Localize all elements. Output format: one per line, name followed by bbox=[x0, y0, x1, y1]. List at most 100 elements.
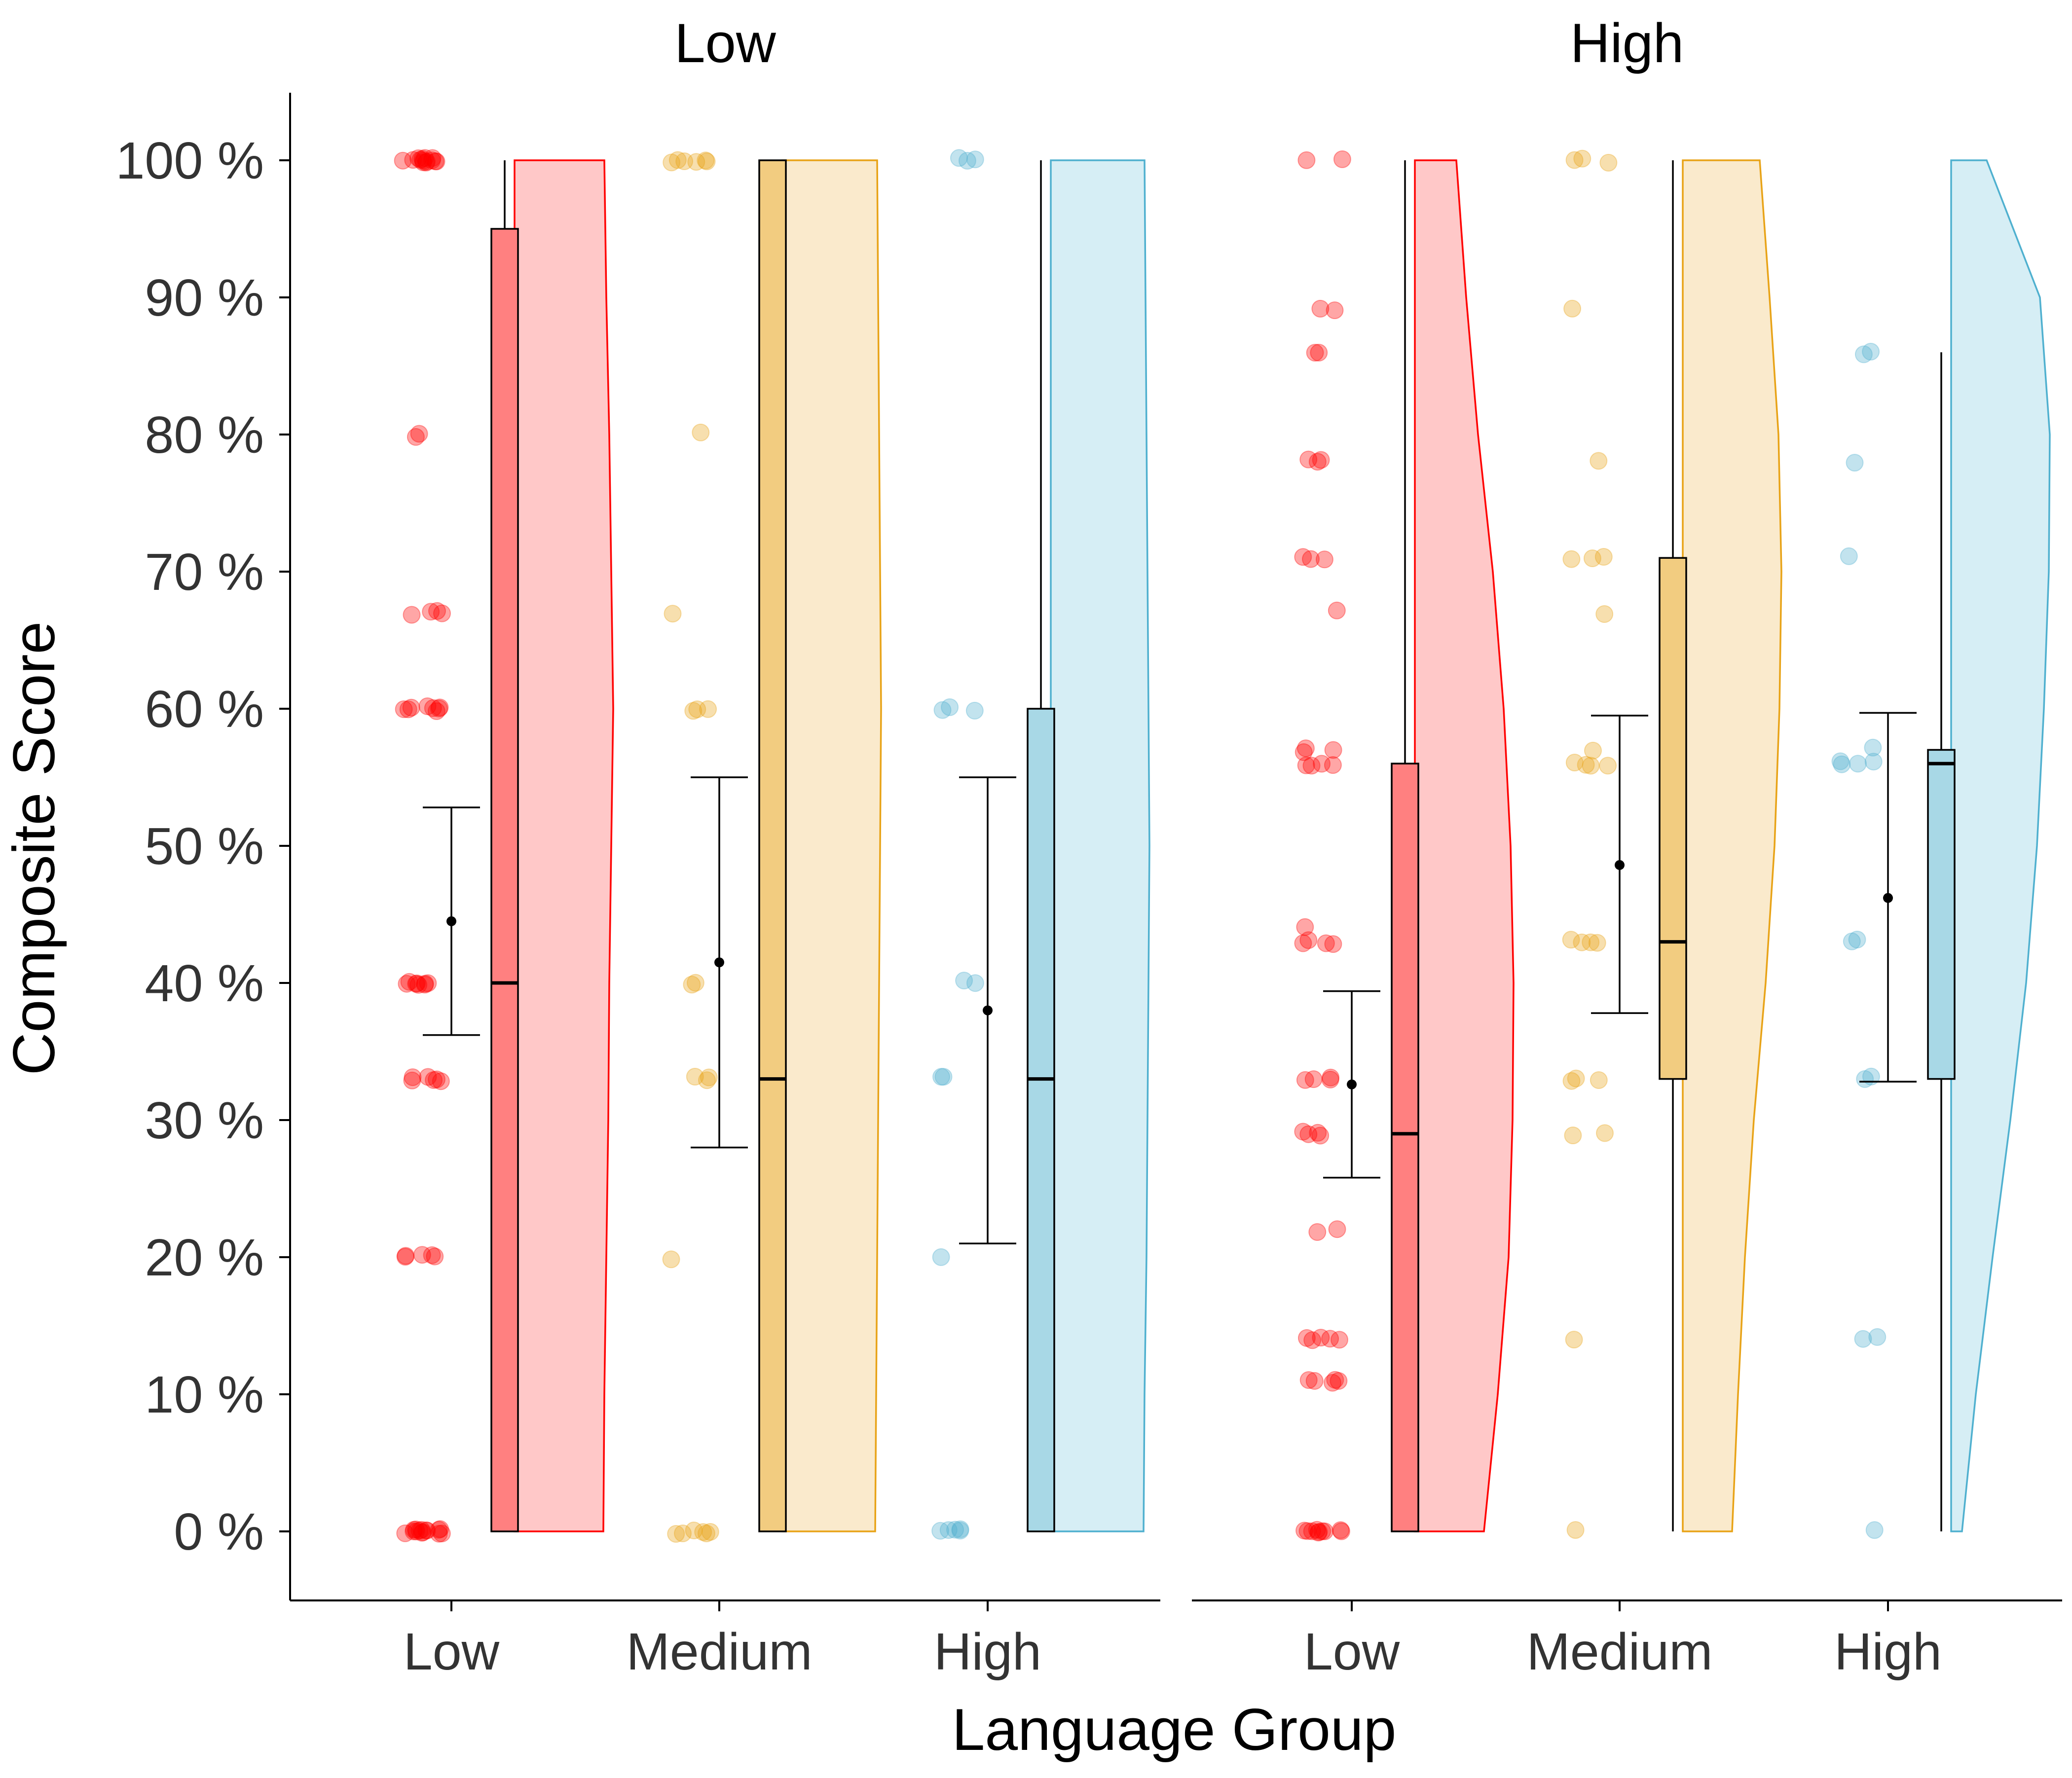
group-high-high bbox=[1831, 159, 2051, 1539]
data-point bbox=[423, 149, 442, 167]
data-point bbox=[1312, 1329, 1330, 1347]
data-point bbox=[1582, 933, 1600, 951]
data-point bbox=[405, 1523, 423, 1541]
data-point bbox=[931, 1522, 950, 1540]
data-point bbox=[1840, 547, 1858, 565]
y-axis-title: Composite Score bbox=[1, 621, 67, 1075]
data-point bbox=[427, 152, 445, 171]
data-point bbox=[1317, 934, 1335, 952]
x-tick-label: Medium bbox=[1526, 1623, 1712, 1681]
data-point bbox=[1566, 1521, 1585, 1539]
data-point bbox=[398, 975, 416, 993]
group-low-low bbox=[394, 149, 614, 1543]
data-point bbox=[950, 149, 968, 167]
data-point bbox=[1868, 1328, 1887, 1346]
data-point bbox=[1298, 1522, 1317, 1540]
data-point bbox=[1316, 1522, 1334, 1540]
data-point bbox=[430, 699, 448, 718]
data-point bbox=[410, 425, 428, 443]
data-point bbox=[697, 151, 715, 170]
data-point bbox=[1309, 1524, 1328, 1542]
data-point bbox=[402, 698, 420, 717]
data-point bbox=[428, 602, 446, 620]
data-point bbox=[1302, 757, 1321, 775]
data-point bbox=[1594, 548, 1613, 566]
data-point bbox=[400, 973, 418, 991]
data-point bbox=[433, 1524, 451, 1543]
data-point bbox=[1295, 1522, 1313, 1540]
data-point bbox=[1564, 1126, 1582, 1145]
data-point bbox=[432, 1072, 450, 1090]
data-point bbox=[1331, 1331, 1348, 1349]
data-point bbox=[410, 1522, 429, 1540]
data-point bbox=[399, 700, 417, 719]
data-point bbox=[688, 700, 706, 719]
data-point bbox=[1297, 1329, 1316, 1347]
data-point bbox=[692, 423, 710, 441]
data-point bbox=[1310, 1523, 1328, 1541]
data-point bbox=[951, 1522, 969, 1540]
y-tick-label: 60 % bbox=[145, 680, 264, 738]
facet-title: High bbox=[1570, 12, 1684, 74]
data-point bbox=[403, 606, 421, 624]
data-point bbox=[684, 702, 703, 720]
data-point bbox=[407, 1521, 425, 1538]
data-point bbox=[933, 701, 952, 719]
data-point bbox=[675, 152, 694, 170]
data-point bbox=[1303, 1522, 1321, 1540]
data-point bbox=[430, 1521, 448, 1539]
data-point bbox=[409, 149, 427, 167]
x-tick-label: Low bbox=[1304, 1623, 1400, 1681]
data-point bbox=[1324, 935, 1342, 953]
data-point bbox=[932, 1248, 950, 1266]
data-point bbox=[404, 1068, 422, 1087]
y-tick-label: 50 % bbox=[145, 817, 264, 875]
data-point bbox=[1864, 738, 1882, 757]
y-tick-label: 0 % bbox=[174, 1503, 264, 1561]
data-point bbox=[1310, 344, 1328, 362]
data-point bbox=[1831, 752, 1850, 770]
group-low-high bbox=[931, 149, 1150, 1540]
data-point bbox=[1321, 1330, 1339, 1348]
data-point bbox=[1312, 451, 1330, 469]
data-point bbox=[1862, 1067, 1880, 1086]
data-point bbox=[1303, 1331, 1322, 1349]
data-point bbox=[1565, 1331, 1583, 1349]
data-point bbox=[412, 1521, 431, 1539]
data-point bbox=[422, 603, 440, 621]
data-point bbox=[1326, 301, 1344, 320]
data-point bbox=[686, 1068, 704, 1086]
x-tick-label: Medium bbox=[626, 1623, 812, 1681]
data-point bbox=[965, 701, 984, 720]
data-point bbox=[958, 151, 976, 170]
data-point bbox=[1302, 550, 1320, 568]
data-point bbox=[700, 1068, 718, 1087]
x-axis-title: Language Group bbox=[952, 1697, 1397, 1763]
data-point bbox=[1306, 344, 1324, 362]
data-point bbox=[1846, 454, 1864, 472]
data-point bbox=[694, 1523, 712, 1541]
data-point bbox=[409, 976, 428, 994]
data-point bbox=[414, 153, 432, 172]
data-point bbox=[1296, 918, 1314, 936]
data-point bbox=[1297, 151, 1316, 169]
data-point bbox=[1562, 1072, 1581, 1090]
data-point bbox=[1562, 931, 1580, 949]
data-point bbox=[1313, 1522, 1332, 1540]
data-point bbox=[686, 974, 704, 992]
data-point bbox=[663, 153, 681, 172]
y-tick-label: 70 % bbox=[145, 543, 264, 601]
group-high-low bbox=[1294, 150, 1515, 1542]
data-point bbox=[419, 1068, 437, 1086]
data-point bbox=[1308, 1223, 1327, 1241]
data-point bbox=[1297, 756, 1315, 774]
data-point bbox=[407, 428, 425, 446]
data-point bbox=[1324, 1374, 1341, 1392]
data-point bbox=[946, 1521, 964, 1539]
data-point bbox=[431, 698, 449, 717]
y-tick-label: 100 % bbox=[115, 132, 264, 190]
mean-point bbox=[446, 916, 456, 926]
data-point bbox=[1596, 1124, 1614, 1142]
data-point bbox=[1573, 933, 1591, 951]
